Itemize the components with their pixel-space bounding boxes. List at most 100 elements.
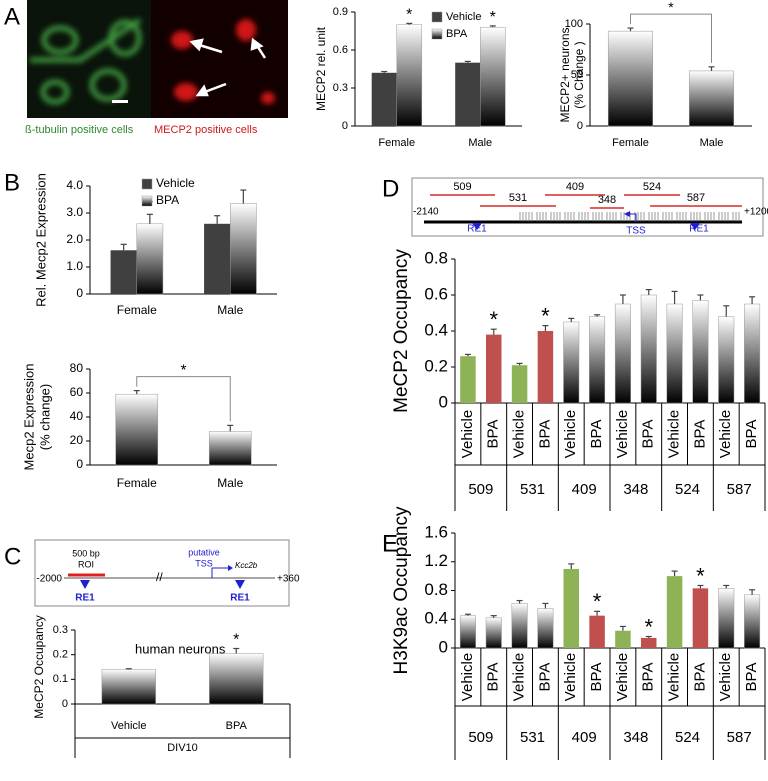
x-tick-label: Vehicle bbox=[111, 720, 146, 732]
bar bbox=[537, 608, 554, 649]
bar bbox=[744, 594, 761, 649]
x-tick-label: BPA bbox=[226, 720, 248, 732]
bar bbox=[110, 250, 137, 294]
svg-text://: // bbox=[156, 570, 163, 584]
y-axis-label: Mecp2 Expression bbox=[21, 364, 36, 471]
x-tick-label: BPA bbox=[640, 420, 657, 449]
y-tick-label: 0 bbox=[439, 637, 448, 656]
y-tick-label: 0 bbox=[439, 392, 448, 411]
x-axis-label: DIV10 bbox=[167, 742, 198, 754]
bar bbox=[641, 637, 657, 648]
bar bbox=[688, 70, 735, 127]
bar bbox=[692, 300, 709, 404]
y-axis-label: (% change) bbox=[37, 384, 52, 450]
x-tick-label: BPA bbox=[743, 420, 760, 449]
bar bbox=[485, 617, 502, 649]
group-label: 409 bbox=[572, 481, 597, 498]
diagram-c: // bbox=[34, 539, 290, 607]
bar bbox=[666, 303, 683, 404]
bar bbox=[718, 316, 735, 404]
region-label: 348 bbox=[598, 194, 616, 206]
significance: * bbox=[490, 9, 496, 26]
bar bbox=[744, 303, 761, 404]
group-label: 348 bbox=[623, 481, 648, 498]
group-label: 531 bbox=[520, 729, 545, 746]
diagram-label: 500 bp bbox=[72, 548, 100, 558]
diagram-label: +360 bbox=[277, 574, 300, 585]
legend-label: BPA bbox=[156, 193, 179, 207]
y-tick-label: 0.3 bbox=[333, 82, 348, 94]
annotation: human neurons bbox=[135, 641, 226, 656]
diagram-label: RE1 bbox=[230, 593, 250, 604]
bar bbox=[615, 630, 631, 648]
bar bbox=[692, 588, 709, 648]
x-tick-label: Vehicle bbox=[717, 653, 734, 701]
group-label: 524 bbox=[675, 481, 700, 498]
y-tick-label: 0.6 bbox=[333, 44, 348, 56]
bracket bbox=[136, 376, 231, 422]
y-tick-label: 4.0 bbox=[66, 178, 83, 192]
bar bbox=[208, 431, 252, 466]
x-tick-label: Vehicle bbox=[511, 410, 528, 458]
bar bbox=[589, 615, 605, 648]
bar bbox=[455, 62, 481, 126]
x-tick-label: Male bbox=[217, 476, 243, 490]
bar bbox=[230, 203, 257, 295]
x-tick-label: BPA bbox=[640, 663, 657, 692]
x-tick-label: Vehicle bbox=[511, 653, 528, 701]
bar bbox=[101, 669, 156, 705]
y-tick-label: 100 bbox=[565, 18, 583, 30]
x-tick-label: Female bbox=[117, 476, 157, 490]
bar bbox=[614, 303, 631, 404]
y-tick-label: 0 bbox=[76, 286, 83, 300]
y-tick-label: 0 bbox=[577, 120, 583, 132]
significance: * bbox=[406, 7, 412, 24]
image-caption: ß-tubulin positive cells bbox=[25, 124, 134, 136]
diagram-label: -2000 bbox=[36, 574, 62, 585]
significance: * bbox=[644, 614, 653, 639]
x-tick-label: Male bbox=[700, 137, 724, 149]
diagram-label: ROI bbox=[78, 559, 94, 569]
region-label: 409 bbox=[566, 181, 584, 193]
y-tick-label: 0 bbox=[76, 457, 83, 471]
group-label: 531 bbox=[520, 481, 545, 498]
diagram-label: Kcc2b bbox=[235, 561, 258, 570]
bar bbox=[589, 316, 606, 404]
y-tick-label: 0.1 bbox=[53, 673, 68, 685]
y-axis-label: Rel. Mecp2 Expression bbox=[33, 173, 48, 307]
region-label: 509 bbox=[453, 181, 471, 193]
bar bbox=[480, 26, 506, 127]
y-tick-label: 20 bbox=[70, 433, 84, 447]
bar bbox=[666, 576, 683, 648]
x-tick-label: Vehicle bbox=[666, 653, 683, 701]
group-label: 409 bbox=[572, 729, 597, 746]
legend-swatch bbox=[141, 178, 153, 190]
legend-label: BPA bbox=[446, 28, 468, 40]
image-caption: MECP2 positive cells bbox=[154, 124, 258, 136]
bar bbox=[563, 568, 579, 648]
x-tick-label: BPA bbox=[691, 663, 708, 692]
y-tick-label: 50 bbox=[571, 69, 583, 81]
group-label: 587 bbox=[727, 729, 752, 746]
panel-label: A bbox=[4, 3, 20, 30]
bar bbox=[511, 603, 528, 649]
panel-label: E bbox=[382, 530, 398, 557]
x-tick-label: Vehicle bbox=[562, 653, 579, 701]
y-tick-label: 80 bbox=[70, 361, 84, 375]
diagram-label: -2140 bbox=[413, 207, 439, 218]
y-tick-label: 0.4 bbox=[424, 609, 448, 628]
y-tick-label: 0.8 bbox=[424, 580, 448, 599]
significance: * bbox=[593, 589, 602, 614]
bar bbox=[459, 615, 476, 649]
x-tick-label: Vehicle bbox=[459, 410, 476, 458]
x-tick-label: Vehicle bbox=[562, 410, 579, 458]
group-label: 348 bbox=[623, 729, 648, 746]
micrograph bbox=[27, 0, 288, 118]
x-tick-label: BPA bbox=[588, 420, 605, 449]
bar bbox=[136, 223, 164, 295]
y-tick-label: 0.6 bbox=[424, 284, 448, 303]
y-tick-label: 3.0 bbox=[66, 205, 83, 219]
y-axis-label: MeCP2 Occupancy bbox=[32, 615, 46, 718]
x-tick-label: Vehicle bbox=[614, 410, 631, 458]
